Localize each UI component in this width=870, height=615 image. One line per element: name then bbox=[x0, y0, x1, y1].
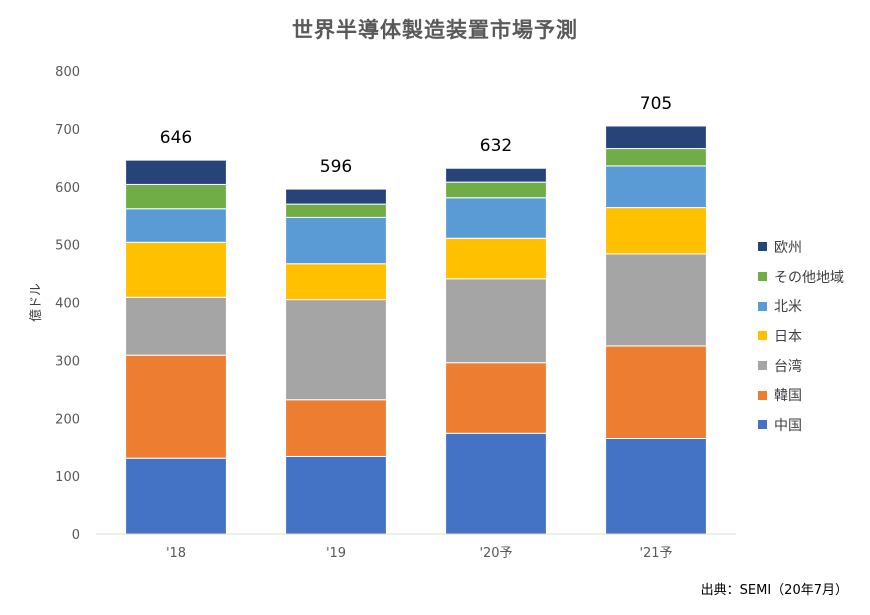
legend-label: 欧州 bbox=[774, 239, 802, 256]
legend-swatch bbox=[758, 420, 767, 430]
bar-segment bbox=[445, 237, 547, 280]
x-tick-label: '18 bbox=[166, 546, 186, 561]
bar-segment bbox=[125, 183, 227, 210]
legend-item: 台湾 bbox=[758, 351, 844, 381]
legend-swatch bbox=[758, 331, 767, 341]
bar-segment bbox=[445, 167, 547, 183]
legend-swatch bbox=[758, 390, 767, 400]
bar-segment bbox=[125, 241, 227, 298]
legend-swatch bbox=[758, 242, 767, 252]
bar-segment bbox=[605, 148, 707, 167]
y-tick-label: 500 bbox=[55, 239, 80, 254]
bar-segment bbox=[445, 181, 547, 199]
bar-segment bbox=[125, 457, 227, 535]
y-tick-label: 100 bbox=[55, 470, 80, 485]
bar-segment bbox=[445, 362, 547, 434]
legend-swatch bbox=[758, 301, 767, 311]
y-tick-label: 600 bbox=[55, 181, 80, 196]
legend-item: 北米 bbox=[758, 291, 844, 321]
bar-segment bbox=[605, 207, 707, 255]
bar-segment bbox=[285, 263, 387, 301]
bar-segment bbox=[285, 399, 387, 457]
bar-segment bbox=[445, 278, 547, 364]
y-tick-label: 800 bbox=[55, 65, 80, 80]
total-label: 596 bbox=[320, 157, 352, 177]
x-tick-label: '19 bbox=[326, 546, 346, 561]
bar-segment bbox=[445, 197, 547, 239]
bar-segment bbox=[125, 159, 227, 185]
bar-segment bbox=[125, 296, 227, 356]
total-label: 632 bbox=[480, 136, 512, 156]
y-axis-label: 億ドル bbox=[28, 283, 44, 322]
bar-segment bbox=[605, 125, 707, 150]
bar-segment bbox=[125, 208, 227, 243]
x-tick-label: '21予 bbox=[639, 546, 672, 561]
legend-label: 台湾 bbox=[774, 358, 802, 375]
legend: 欧州その他地域北米日本台湾韓国中国 bbox=[758, 232, 844, 440]
source-note: 出典：SEMI（20年7月） bbox=[700, 583, 848, 598]
legend-label: その他地域 bbox=[774, 269, 844, 286]
legend-item: 韓国 bbox=[758, 380, 844, 410]
bar-segment bbox=[445, 432, 547, 535]
y-tick-label: 200 bbox=[55, 412, 80, 427]
legend-item: 日本 bbox=[758, 321, 844, 351]
legend-item: 欧州 bbox=[758, 232, 844, 262]
bar-segment bbox=[285, 455, 387, 535]
legend-label: 中国 bbox=[774, 417, 802, 434]
bar-segment bbox=[285, 299, 387, 401]
x-tick-label: '20予 bbox=[479, 546, 512, 561]
bar-segment bbox=[605, 165, 707, 209]
legend-item: 中国 bbox=[758, 410, 844, 440]
bar-segment bbox=[285, 216, 387, 265]
total-label: 705 bbox=[640, 94, 672, 114]
y-tick-label: 400 bbox=[55, 297, 80, 312]
legend-label: 北米 bbox=[774, 299, 802, 316]
bar-segment bbox=[125, 354, 227, 459]
legend-swatch bbox=[758, 361, 767, 371]
bar-segment bbox=[285, 188, 387, 205]
legend-item: その他地域 bbox=[758, 262, 844, 292]
bar-segment bbox=[605, 345, 707, 440]
total-label: 646 bbox=[160, 128, 192, 148]
legend-label: 韓国 bbox=[774, 388, 802, 405]
legend-swatch bbox=[758, 272, 767, 282]
chart-title: 世界半導体製造装置市場予測 bbox=[292, 18, 578, 42]
y-tick-label: 0 bbox=[72, 528, 80, 543]
y-tick-label: 700 bbox=[55, 123, 80, 138]
legend-label: 日本 bbox=[774, 328, 802, 345]
bar-segment bbox=[605, 438, 707, 535]
bar-segment bbox=[605, 253, 707, 347]
bar-segment bbox=[285, 203, 387, 218]
y-tick-label: 300 bbox=[55, 354, 80, 369]
